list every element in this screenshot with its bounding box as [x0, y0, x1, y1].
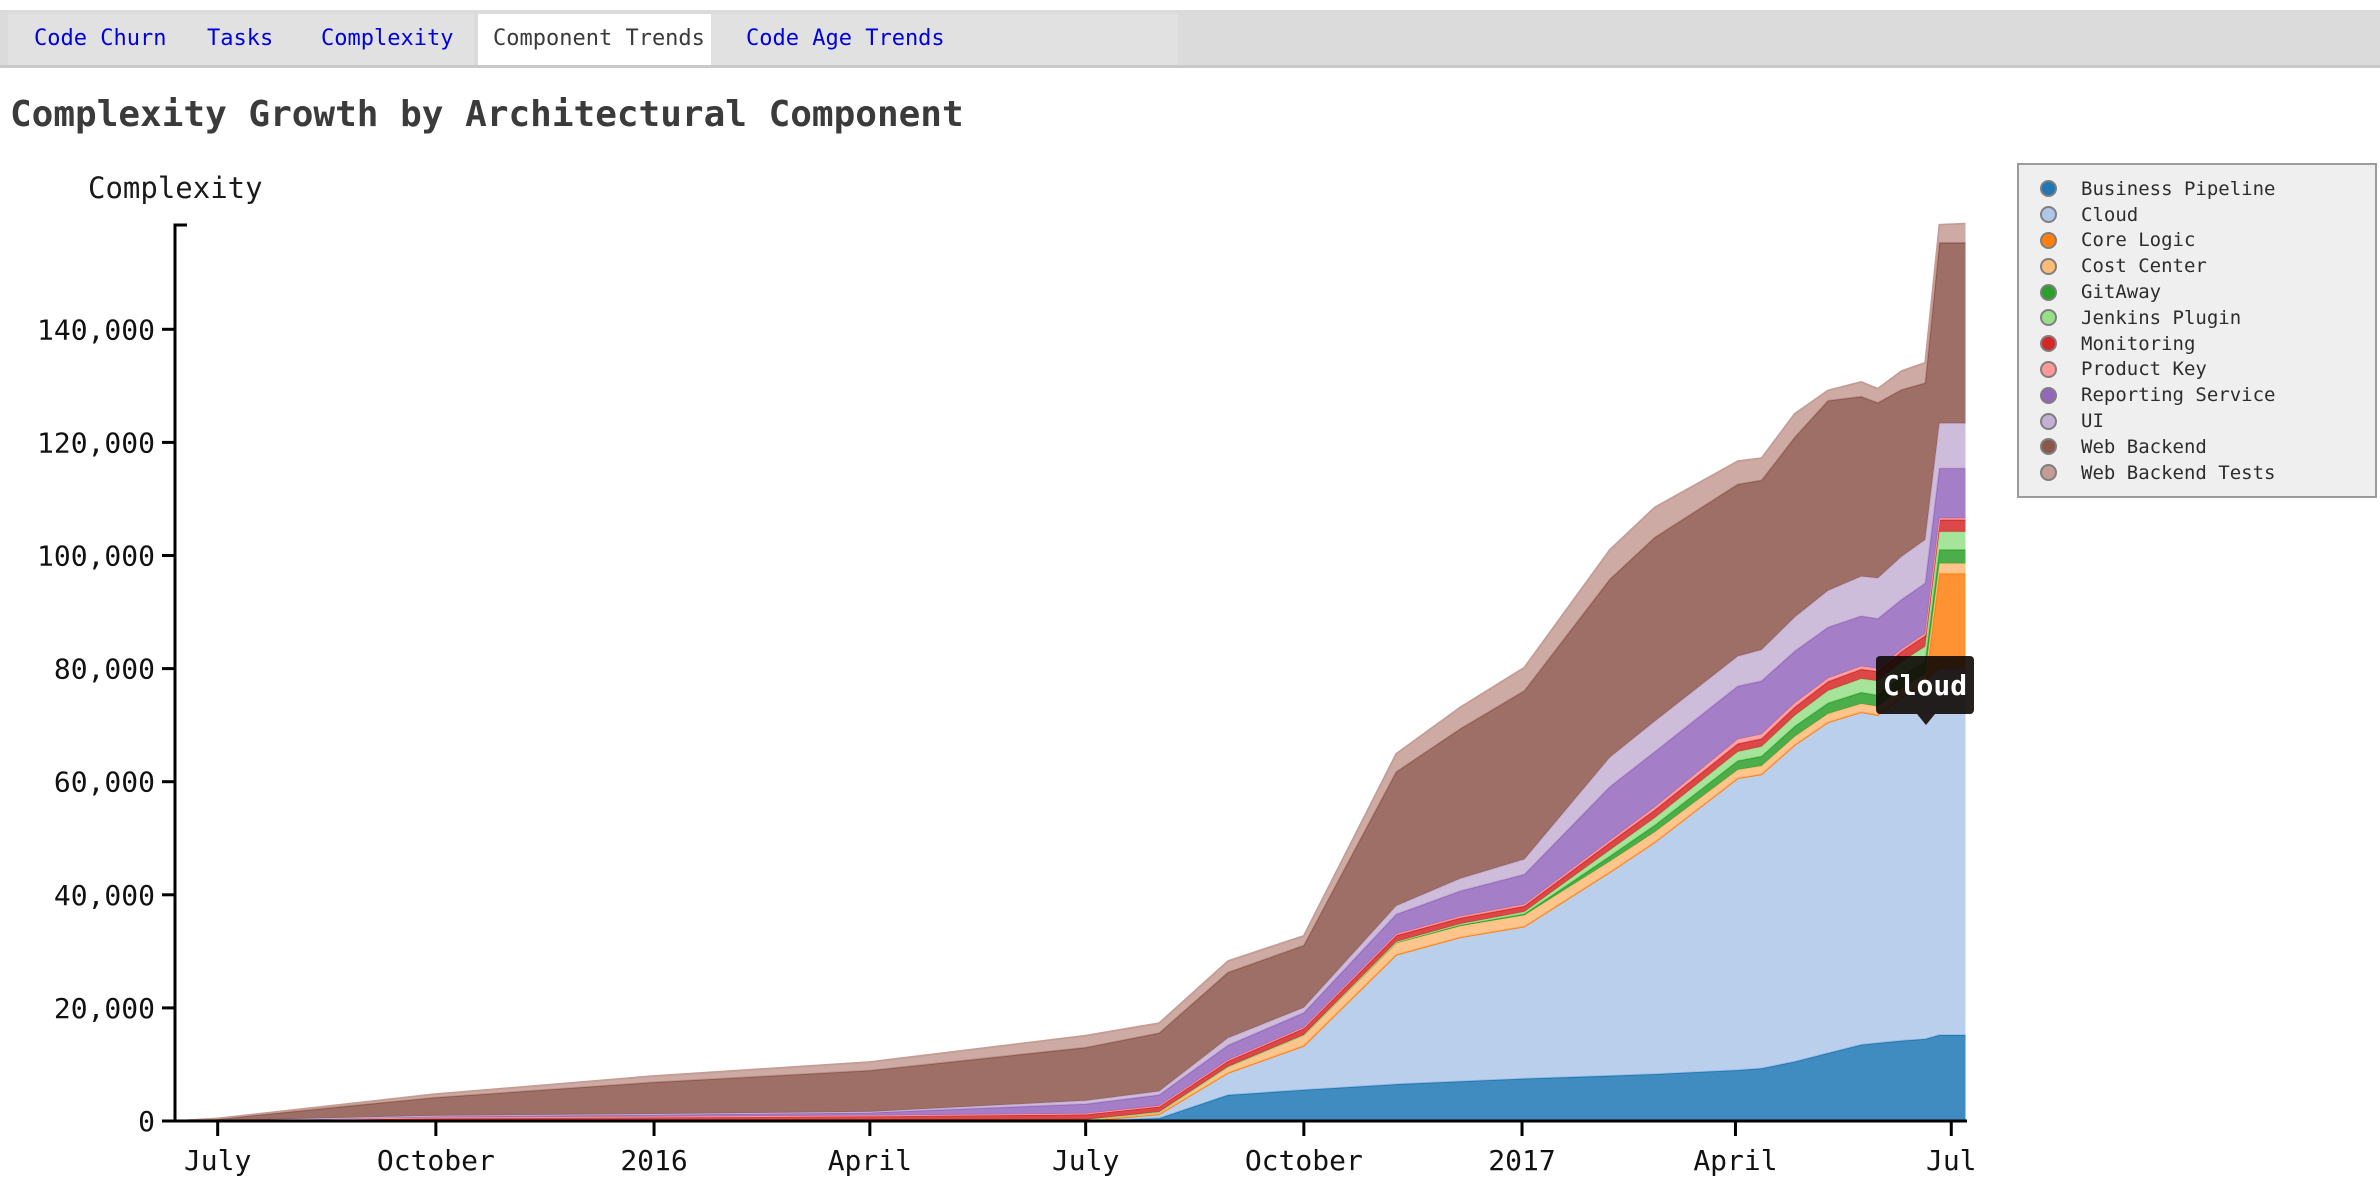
tooltip-label: Cloud	[1882, 668, 1968, 702]
legend-label: Monitoring	[2081, 332, 2196, 355]
tab-component-trends[interactable]: Component Trends	[493, 26, 705, 51]
area-cloud	[175, 668, 1966, 1121]
area-reporting-service	[175, 468, 1966, 1121]
legend-item: Jenkins Plugin	[2040, 305, 2375, 331]
legend-label: Cloud	[2081, 203, 2139, 226]
x-tick-label: April	[1693, 1144, 1777, 1177]
x-tick-label: October	[377, 1144, 495, 1177]
x-tick-label: Jul	[1926, 1144, 1977, 1177]
legend-label: Web Backend Tests	[2081, 461, 2276, 484]
legend-label: Web Backend	[2081, 435, 2207, 458]
tab-bar: Code Churn Tasks Complexity Component Trend…	[0, 10, 2380, 68]
series-swatch-icon	[2040, 180, 2057, 198]
legend: Business Pipeline Cloud Core Logic Cost Cen…	[2017, 163, 2377, 498]
y-tick-label: 120,000	[37, 426, 155, 459]
legend-item: Cloud	[2040, 202, 2375, 228]
y-tick-label: 40,000	[54, 879, 155, 912]
x-tick-label: July	[1052, 1144, 1119, 1177]
series-swatch-icon	[2040, 412, 2057, 430]
tab-tasks[interactable]: Tasks	[207, 26, 274, 51]
legend-item: Cost Center	[2040, 253, 2375, 279]
legend-label: Core Logic	[2081, 229, 2196, 252]
area-ui	[175, 423, 1966, 1121]
legend-label: Product Key	[2081, 358, 2207, 381]
y-tick-label: 0	[138, 1105, 155, 1138]
tab-code-age-trends[interactable]: Code Age Trends	[746, 26, 945, 51]
tab-code-churn[interactable]: Code Churn	[34, 26, 167, 51]
series-swatch-icon	[2040, 464, 2057, 482]
series-swatch-icon	[2040, 438, 2057, 456]
x-tick-label: July	[184, 1144, 251, 1177]
series-swatch-icon	[2040, 231, 2057, 249]
legend-item: Web Backend Tests	[2040, 460, 2375, 486]
x-tick-label: 2016	[620, 1144, 687, 1177]
tooltip-pointer-icon	[1917, 714, 1935, 725]
legend-item: Reporting Service	[2040, 382, 2375, 408]
legend-label: Reporting Service	[2081, 384, 2276, 407]
legend-item: Product Key	[2040, 357, 2375, 383]
axes	[173, 223, 1967, 1123]
legend-item: Web Backend	[2040, 434, 2375, 460]
tooltip: Cloud	[1876, 656, 1974, 725]
y-tick-label: 60,000	[54, 766, 155, 799]
series-swatch-icon	[2040, 360, 2057, 378]
legend-label: GitAway	[2081, 281, 2162, 304]
y-tick-label: 100,000	[37, 540, 155, 573]
series-swatch-icon	[2040, 309, 2057, 327]
area-business-pipeline	[175, 1035, 1966, 1121]
tab-group-panel	[711, 14, 1178, 65]
active-tab-background	[478, 14, 711, 65]
legend-label: UI	[2081, 410, 2104, 433]
tab-complexity[interactable]: Complexity	[321, 26, 454, 51]
x-tick-label: April	[828, 1144, 912, 1177]
y-tick-label: 80,000	[54, 653, 155, 686]
series-swatch-icon	[2040, 283, 2057, 301]
page-title: Complexity Growth by Architectural Compo…	[10, 94, 964, 135]
y-axis-title: Complexity	[88, 171, 263, 205]
legend-item: Monitoring	[2040, 331, 2375, 357]
series-swatch-icon	[2040, 335, 2057, 353]
legend-label: Business Pipeline	[2081, 177, 2276, 200]
legend-item: Core Logic	[2040, 228, 2375, 254]
legend-item: Business Pipeline	[2040, 176, 2375, 202]
y-tick-label: 20,000	[54, 992, 155, 1025]
legend-item: UI	[2040, 408, 2375, 434]
legend-item: GitAway	[2040, 279, 2375, 305]
area-edge-web-backend-tests	[174, 222, 1966, 1122]
area-web-backend	[175, 242, 1966, 1122]
legend-label: Cost Center	[2081, 255, 2207, 278]
x-tick-label: October	[1245, 1144, 1363, 1177]
x-tick-label: 2017	[1488, 1144, 1555, 1177]
series-swatch-icon	[2040, 257, 2057, 275]
series-swatch-icon	[2040, 386, 2057, 404]
y-tick-label: 140,000	[37, 313, 155, 346]
legend-label: Jenkins Plugin	[2081, 306, 2242, 329]
series-swatch-icon	[2040, 206, 2057, 224]
tab-group-panel	[8, 14, 474, 65]
